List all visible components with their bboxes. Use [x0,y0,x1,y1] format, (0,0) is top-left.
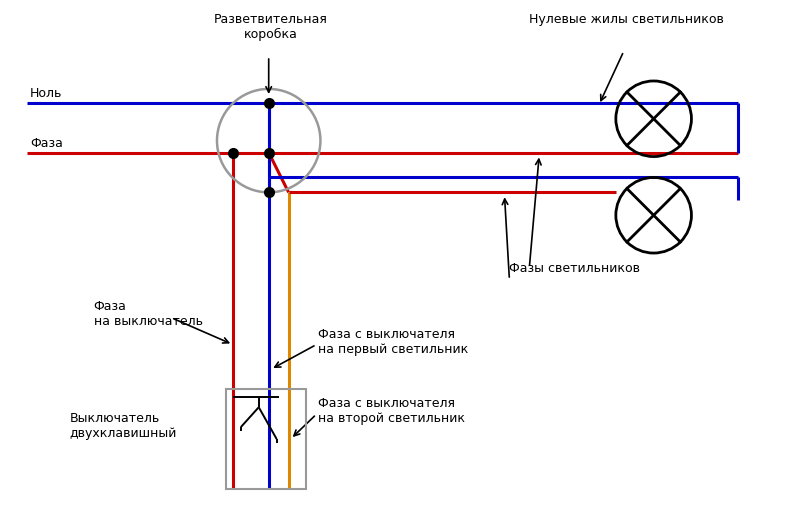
Text: Фаза с выключателя
на первый светильник: Фаза с выключателя на первый светильник [318,328,469,355]
Text: Фаза
на выключатель: Фаза на выключатель [94,300,202,328]
Text: Фаза: Фаза [30,137,63,150]
Text: Ноль: Ноль [30,87,62,100]
Text: Нулевые жилы светильников: Нулевые жилы светильников [530,14,724,26]
Text: Разветвительная
коробка: Разветвительная коробка [214,14,328,41]
Text: Фаза с выключателя
на второй светильник: Фаза с выключателя на второй светильник [318,397,466,425]
Text: Фазы светильников: Фазы светильников [510,262,641,275]
Bar [226,389,306,489]
Text: Выключатель
двухклавишный: Выключатель двухклавишный [70,412,177,440]
